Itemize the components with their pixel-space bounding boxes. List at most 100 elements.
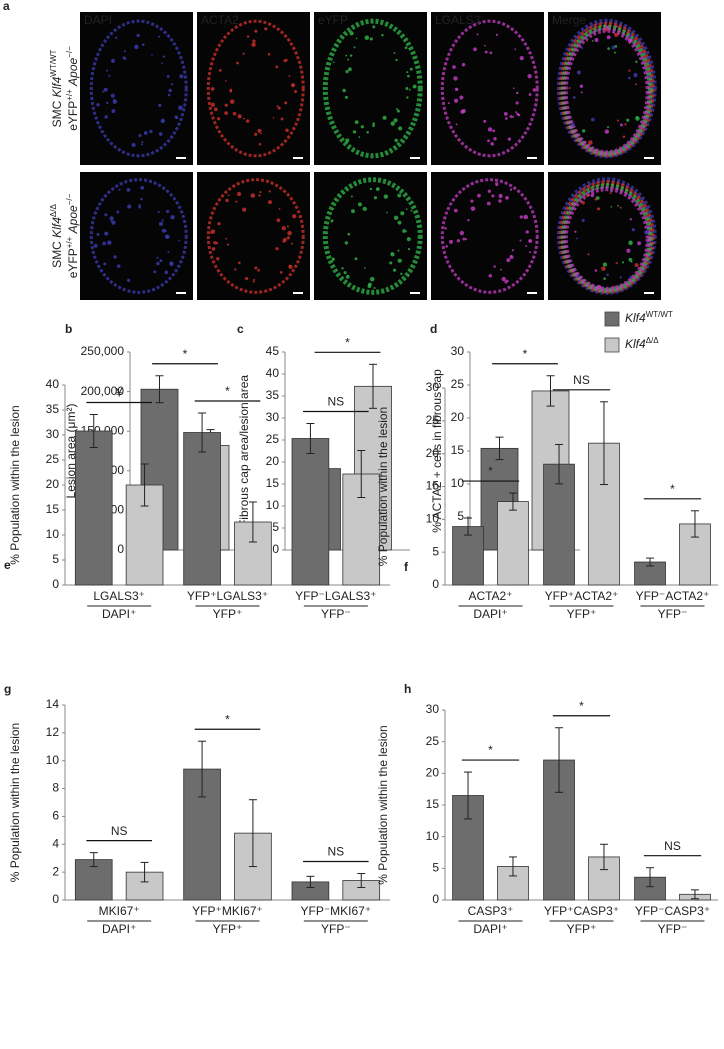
y-tick-label: 10 xyxy=(266,498,280,512)
cell-speck xyxy=(627,38,632,43)
cell-speck xyxy=(576,70,581,75)
cell-speck xyxy=(515,101,519,105)
cell-speck xyxy=(372,25,376,29)
cell-speck xyxy=(244,276,249,281)
cell-speck xyxy=(104,213,108,217)
cell-speck xyxy=(647,75,650,78)
text-part: Apoe xyxy=(66,57,80,86)
y-tick-label: 10 xyxy=(426,512,440,526)
cell-speck xyxy=(111,108,116,113)
cell-speck xyxy=(224,80,227,82)
text-part: eYFP xyxy=(66,101,80,131)
cell-speck xyxy=(372,124,375,128)
cell-speck xyxy=(404,46,408,50)
row-label: SMC Klf4Δ/Δ xyxy=(49,204,65,268)
cell-speck xyxy=(288,75,291,77)
cell-speck xyxy=(393,52,396,54)
cell-speck xyxy=(103,87,108,92)
cell-speck xyxy=(216,257,220,261)
bar xyxy=(74,430,113,586)
cell-speck xyxy=(257,128,262,133)
cell-speck xyxy=(164,270,169,275)
cell-speck xyxy=(264,27,268,31)
x-tick-label: YFP⁻ xyxy=(658,607,688,621)
x-tick-label: YFP⁻ACTA2⁺ xyxy=(636,589,710,603)
cell-speck xyxy=(287,230,292,236)
cell-speck xyxy=(116,210,120,214)
cell-speck xyxy=(157,211,160,214)
cell-speck xyxy=(394,138,398,143)
cell-speck xyxy=(591,117,595,122)
cell-speck xyxy=(498,193,503,199)
cell-speck xyxy=(405,87,409,91)
cell-speck xyxy=(251,42,256,47)
cell-speck xyxy=(104,115,108,119)
panel-letter: f xyxy=(404,560,409,574)
row-label: SMC Klf4WT/WT xyxy=(49,50,65,128)
cell-speck xyxy=(116,264,121,268)
cell-speck xyxy=(254,132,258,136)
cell-speck xyxy=(605,25,610,30)
cell-speck xyxy=(609,192,612,195)
x-tick-label: DAPI⁺ xyxy=(473,607,507,621)
cell-speck xyxy=(344,241,349,245)
cell-speck xyxy=(596,284,602,290)
cell-speck xyxy=(464,238,468,241)
cell-speck xyxy=(397,220,402,225)
cell-speck xyxy=(285,128,289,133)
significance-label: * xyxy=(345,335,350,349)
cell-speck xyxy=(613,285,615,288)
cell-speck xyxy=(178,239,181,242)
cell-speck xyxy=(631,228,635,232)
cell-speck xyxy=(373,196,378,200)
cell-speck xyxy=(170,83,174,86)
cell-speck xyxy=(496,184,498,187)
cell-speck xyxy=(258,194,261,197)
cell-speck xyxy=(217,222,221,226)
y-tick-label: 10 xyxy=(46,527,60,541)
cell-speck xyxy=(258,142,262,146)
cell-speck xyxy=(602,262,607,267)
cell-speck xyxy=(282,237,287,243)
text-part: Klf4 xyxy=(625,311,646,325)
cell-speck xyxy=(470,199,474,203)
cell-speck xyxy=(476,33,479,36)
panel-letter: c xyxy=(237,322,244,336)
cell-speck xyxy=(606,35,611,40)
y-tick-label: 0 xyxy=(52,577,59,591)
cell-speck xyxy=(115,36,118,39)
y-tick-label: 25 xyxy=(46,452,60,466)
cell-speck xyxy=(364,35,370,40)
cell-speck xyxy=(364,267,366,269)
cell-speck xyxy=(286,236,290,240)
cell-speck xyxy=(164,229,167,232)
y-tick-label: 15 xyxy=(426,797,440,811)
cell-speck xyxy=(127,204,132,209)
cell-speck xyxy=(586,194,590,198)
cell-speck xyxy=(572,202,576,206)
cell-speck xyxy=(366,130,369,134)
cell-speck xyxy=(644,230,649,235)
cell-speck xyxy=(406,96,409,99)
cell-speck xyxy=(111,58,115,63)
cell-speck xyxy=(390,252,395,257)
cell-speck xyxy=(459,95,464,100)
cell-speck xyxy=(169,261,174,267)
y-tick-label: 8 xyxy=(52,781,59,795)
cell-speck xyxy=(393,268,397,272)
y-tick-label: 30 xyxy=(426,380,440,394)
x-tick-label: YFP⁻CASP3⁺ xyxy=(635,904,710,918)
cell-speck xyxy=(236,61,239,65)
cell-speck xyxy=(341,267,344,270)
cell-speck xyxy=(515,91,519,95)
channel-label: eYFP xyxy=(318,13,348,27)
cell-speck xyxy=(453,208,458,213)
cell-speck xyxy=(225,237,228,240)
cell-speck xyxy=(281,226,286,231)
cell-speck xyxy=(445,245,448,248)
cell-speck xyxy=(454,87,459,92)
channel-label: DAPI xyxy=(84,13,112,27)
y-tick-label: 20 xyxy=(451,410,465,424)
x-tick-label: YFP⁻ xyxy=(321,922,351,936)
cell-speck xyxy=(487,189,492,193)
